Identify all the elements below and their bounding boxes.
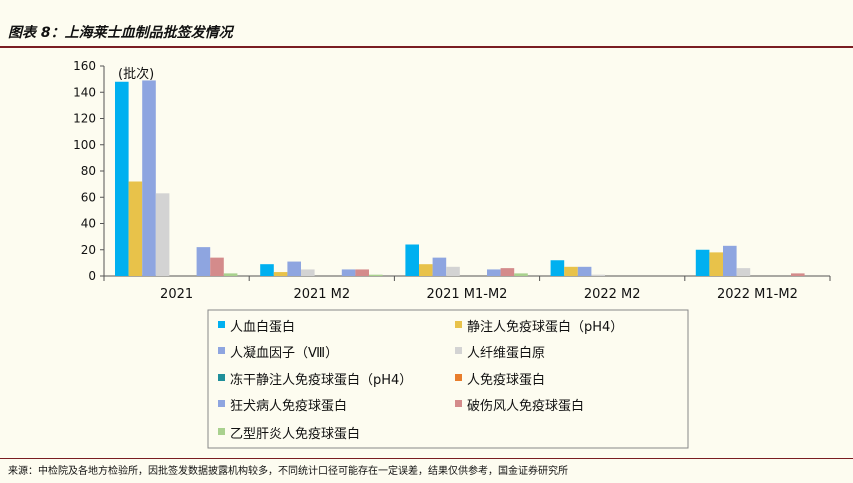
title-divider (0, 46, 853, 48)
legend-swatch (218, 321, 225, 328)
bar (550, 260, 565, 276)
legend-label: 静注人免疫球蛋白（pH4） (467, 319, 623, 335)
footer-divider (0, 458, 853, 459)
y-tick-label: 80 (81, 164, 96, 178)
x-tick-label: 2022 M1-M2 (717, 287, 798, 302)
y-tick-label: 40 (81, 217, 96, 231)
legend-label: 破伤风人免疫球蛋白 (467, 398, 584, 414)
bar (128, 181, 143, 276)
bar (432, 257, 447, 276)
bar (355, 269, 369, 276)
y-tick-label: 60 (81, 190, 96, 204)
legend-swatch (218, 347, 225, 354)
bar (591, 274, 605, 276)
y-tick-label: 140 (73, 85, 96, 99)
bar (723, 245, 737, 276)
bar (341, 269, 356, 276)
legend-label: 冻干静注人免疫球蛋白（pH4） (230, 372, 412, 388)
bar (405, 244, 419, 276)
chart-title: 图表 8：上海莱士血制品批签发情况 (8, 25, 233, 41)
bar (273, 272, 288, 276)
bar (369, 274, 383, 276)
legend-label: 人纤维蛋白原 (467, 345, 545, 361)
bar (210, 257, 224, 276)
legend-swatch (455, 374, 462, 381)
bar (260, 264, 274, 276)
y-tick-label: 120 (73, 112, 96, 126)
y-tick-label: 100 (73, 138, 96, 152)
bar (155, 193, 170, 276)
legend-label: 狂犬病人免疫球蛋白 (230, 398, 347, 414)
bar (115, 81, 129, 276)
bar (709, 252, 723, 276)
bar (301, 269, 315, 276)
bar (223, 273, 238, 276)
bar (695, 249, 710, 276)
legend-label: 人凝血因子（Ⅷ） (230, 345, 338, 361)
x-tick-label: 2021 (160, 287, 193, 302)
bar (196, 247, 211, 276)
legend-swatch (218, 428, 225, 435)
bar (287, 261, 301, 276)
bar (446, 266, 460, 276)
bar-chart: 0 20 40 60 80 100 120 140 160 (批次) 2021 2021 M2 2021… (73, 59, 831, 449)
x-tick-label: 2021 M2 (293, 287, 350, 302)
x-tick-label: 2022 M2 (584, 287, 641, 302)
bar (564, 266, 578, 276)
bar (500, 268, 515, 276)
legend-swatch (455, 347, 462, 354)
y-tick-label: 160 (73, 59, 96, 73)
bar (791, 273, 805, 276)
source-note: 来源：中检院及各地方检验所，因批签发数据披露机构较多，不同统计口径可能存在一定误… (8, 466, 568, 477)
legend-swatch (455, 321, 462, 328)
bar (514, 273, 528, 276)
y-tick-label: 0 (88, 269, 96, 283)
legend-label: 人免疫球蛋白 (467, 372, 545, 388)
bar (736, 268, 751, 276)
bar (142, 80, 156, 276)
y-tick-label: 20 (81, 243, 96, 257)
legend-swatch (218, 400, 225, 407)
legend-swatch (455, 400, 462, 407)
y-unit-label: (批次) (118, 66, 154, 82)
x-tick-label: 2021 M1-M2 (427, 287, 508, 302)
legend-box (207, 309, 689, 449)
legend-label: 人血白蛋白 (230, 319, 295, 335)
bar (577, 266, 592, 276)
legend-swatch (218, 374, 225, 381)
bar (487, 269, 501, 276)
legend-label: 乙型肝炎人免疫球蛋白 (230, 426, 360, 442)
bar (419, 264, 433, 276)
